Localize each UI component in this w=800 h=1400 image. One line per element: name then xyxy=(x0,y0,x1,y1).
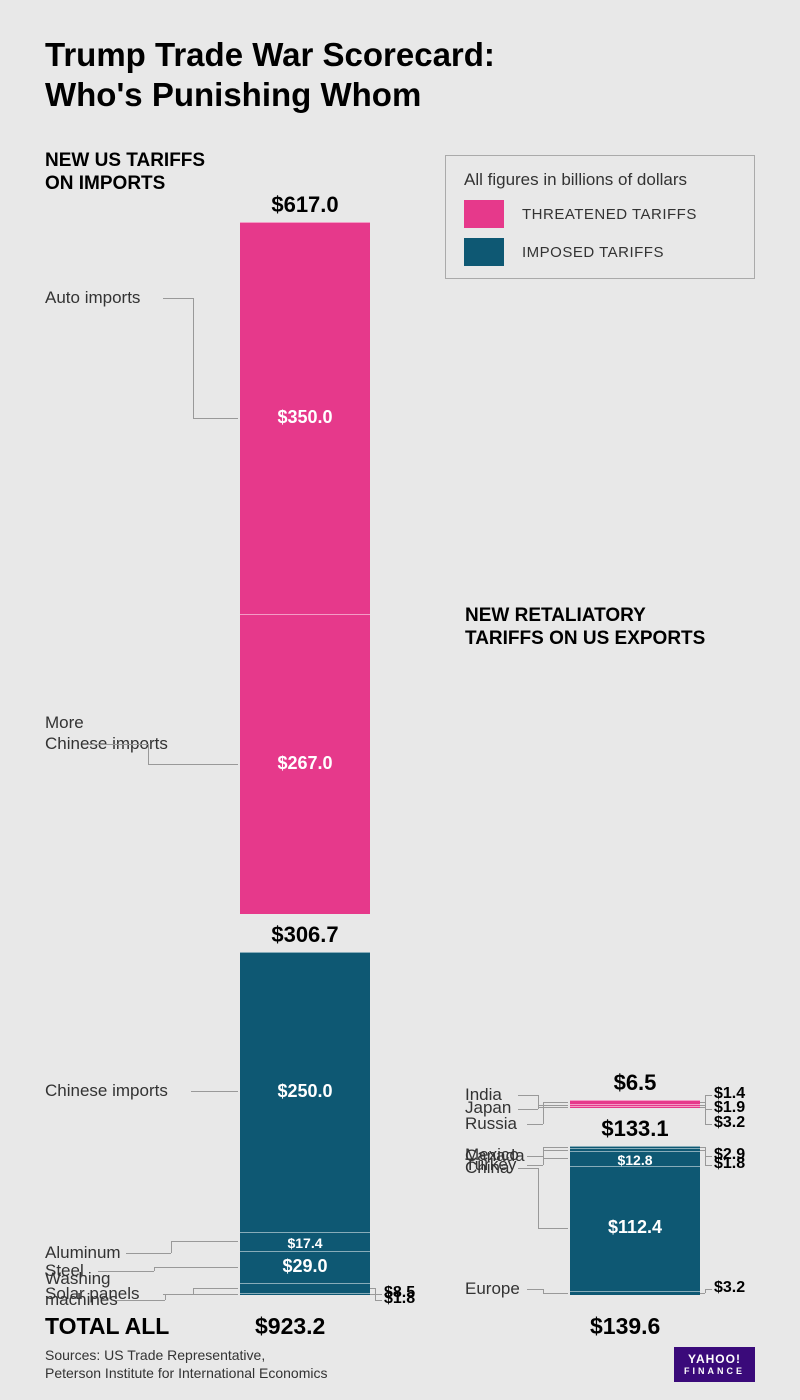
legend-item-threatened: THREATENED TARIFFS xyxy=(464,200,736,228)
legend-label-imposed: IMPOSED TARIFFS xyxy=(522,244,664,261)
connector-line xyxy=(518,1168,538,1169)
value-canada: $12.8 xyxy=(617,1152,652,1168)
total-right: $139.6 xyxy=(590,1313,660,1340)
segment-washing-machines xyxy=(240,1293,370,1295)
segment-japan xyxy=(570,1104,700,1106)
connector-line xyxy=(543,1150,568,1151)
legend-box: All figures in billions of dollars THREA… xyxy=(445,155,755,279)
value-washing-machines: $1.8 xyxy=(384,1290,415,1308)
title-line2: Who's Punishing Whom xyxy=(45,76,421,113)
left-section-title: NEW US TARIFFSON IMPORTS xyxy=(45,150,205,196)
connector-line xyxy=(148,744,149,764)
connector-line xyxy=(538,1105,568,1106)
connector-line xyxy=(171,1241,238,1242)
total-label: TOTAL ALL xyxy=(45,1313,169,1340)
value-chinese-imports: $250.0 xyxy=(277,1081,332,1102)
segment-europe xyxy=(570,1291,700,1295)
value-india: $1.4 xyxy=(714,1085,745,1103)
connector-line xyxy=(705,1095,712,1096)
segment-solar-panels xyxy=(240,1283,370,1293)
label-europe: Europe xyxy=(465,1279,520,1299)
connector-line xyxy=(543,1158,568,1159)
left-imposed-total: $306.7 xyxy=(240,922,370,948)
sources-text: Sources: US Trade Representative,Peterso… xyxy=(45,1346,327,1382)
connector-line xyxy=(700,1107,705,1108)
connector-line xyxy=(154,1267,238,1268)
total-left: $923.2 xyxy=(255,1313,325,1340)
segment-russia xyxy=(570,1100,700,1104)
connector-line xyxy=(527,1165,543,1166)
legend-label-threatened: THREATENED TARIFFS xyxy=(522,206,697,223)
main-title: Trump Trade War Scorecard: Who's Punishi… xyxy=(45,35,495,114)
connector-line xyxy=(705,1095,706,1107)
connector-line xyxy=(375,1294,382,1295)
connector-line xyxy=(543,1293,568,1294)
value-more-chinese-imports: $267.0 xyxy=(277,753,332,774)
connector-line xyxy=(538,1095,539,1107)
label-india: India xyxy=(465,1085,502,1105)
connector-line xyxy=(191,1091,210,1092)
title-line1: Trump Trade War Scorecard: xyxy=(45,36,495,73)
connector-line xyxy=(193,298,194,418)
segment-mexico xyxy=(570,1148,700,1151)
connector-line xyxy=(705,1156,712,1157)
yahoo-finance-logo: YAHOO! FINANCE xyxy=(674,1347,755,1382)
connector-line xyxy=(705,1124,712,1125)
left-threatened-total: $617.0 xyxy=(240,192,370,218)
connector-line xyxy=(543,1147,568,1148)
logo-sub: FINANCE xyxy=(684,1367,745,1376)
connector-line xyxy=(126,1253,171,1254)
label-china: China xyxy=(465,1158,509,1178)
value-steel: $29.0 xyxy=(282,1256,327,1277)
label-chinese-imports: Chinese imports xyxy=(45,1081,168,1101)
connector-line xyxy=(163,298,193,299)
connector-line xyxy=(705,1165,712,1166)
connector-line xyxy=(527,1124,543,1125)
connector-line xyxy=(527,1156,543,1157)
right-imposed-total: $133.1 xyxy=(570,1116,700,1142)
legend-title: All figures in billions of dollars xyxy=(464,170,736,190)
connector-line xyxy=(165,1294,238,1295)
label-washing-machines: Washingmachines xyxy=(45,1269,118,1310)
connector-line xyxy=(538,1228,568,1229)
right-threatened-total: $6.5 xyxy=(570,1070,700,1096)
value-auto-imports: $350.0 xyxy=(277,407,332,428)
connector-line xyxy=(700,1293,705,1294)
legend-swatch-threatened xyxy=(464,200,504,228)
segment-turkey xyxy=(570,1146,700,1148)
connector-line xyxy=(518,1109,538,1110)
connector-line xyxy=(543,1102,568,1103)
label-more-chinese-imports: MoreChinese imports xyxy=(45,713,168,754)
connector-line xyxy=(538,1168,539,1228)
connector-line xyxy=(193,418,238,419)
label-auto-imports: Auto imports xyxy=(45,288,140,308)
connector-line xyxy=(527,1289,543,1290)
connector-line xyxy=(116,1300,165,1301)
connector-line xyxy=(148,764,238,765)
connector-line xyxy=(518,1095,538,1096)
connector-line xyxy=(705,1289,712,1290)
legend-swatch-imposed xyxy=(464,238,504,266)
connector-line xyxy=(171,1241,172,1253)
connector-line xyxy=(705,1109,712,1110)
segment-india xyxy=(570,1106,700,1108)
connector-line xyxy=(193,1288,238,1289)
value-europe: $3.2 xyxy=(714,1279,745,1297)
connector-line xyxy=(88,744,148,745)
connector-line xyxy=(210,1091,238,1092)
legend-item-imposed: IMPOSED TARIFFS xyxy=(464,238,736,266)
connector-line xyxy=(375,1300,382,1301)
logo-brand: YAHOO! xyxy=(688,1352,741,1366)
value-mexico: $2.9 xyxy=(714,1146,745,1164)
connector-line xyxy=(538,1107,568,1108)
right-section-title: NEW RETALIATORYTARIFFS ON US EXPORTS xyxy=(465,605,705,651)
value-china: $112.4 xyxy=(608,1217,662,1238)
value-aluminum: $17.4 xyxy=(287,1235,322,1251)
